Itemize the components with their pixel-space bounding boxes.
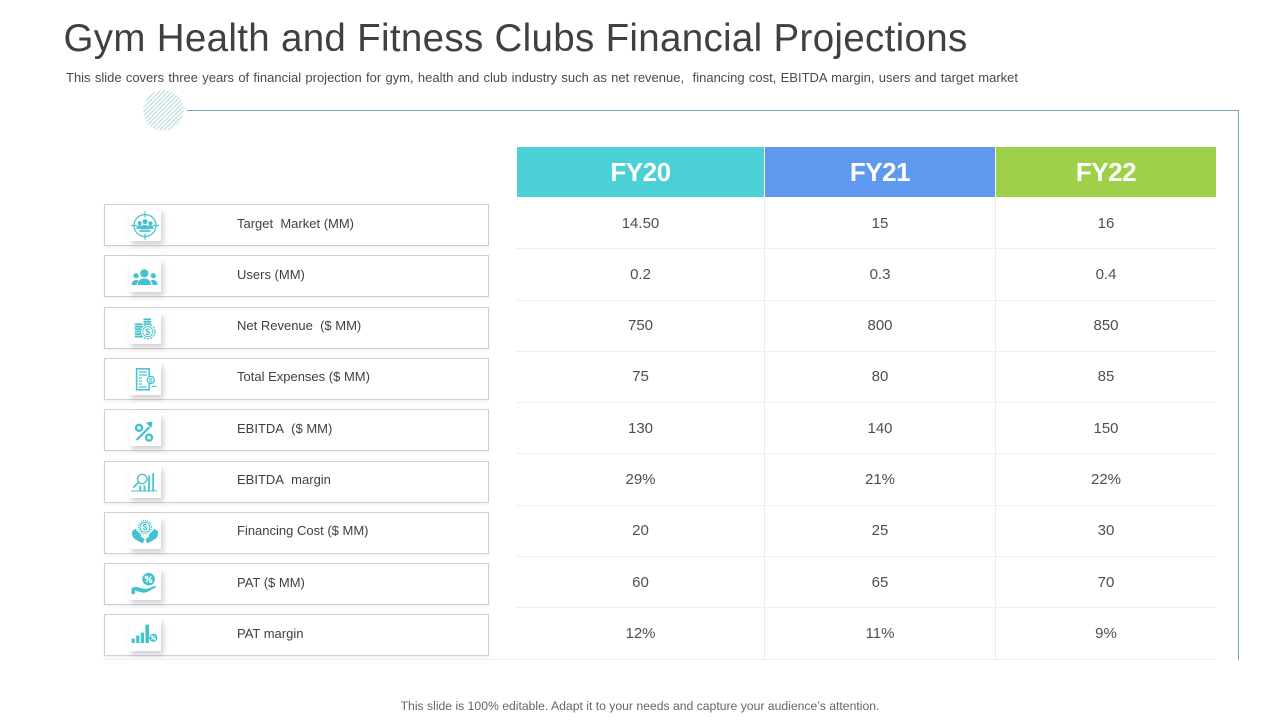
svg-text:$: $	[148, 377, 152, 384]
svg-text:$: $	[145, 326, 150, 336]
svg-text:$: $	[142, 523, 147, 532]
